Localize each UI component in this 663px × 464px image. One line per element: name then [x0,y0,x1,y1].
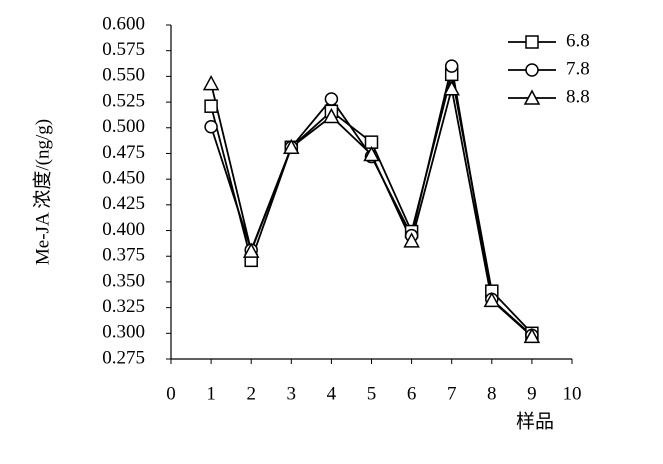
y-tick-label: 0.425 [102,193,145,214]
data-point [242,242,260,258]
data-point [363,145,380,162]
y-tick-label: 0.600 [102,13,145,34]
y-tick-label: 0.475 [102,142,145,163]
y-tick-label: 0.350 [102,270,145,291]
y-tick-label: 0.275 [102,347,145,368]
y-axis-label: Me-JA 浓度/(ng/g) [31,119,53,265]
legend-marker [525,35,539,49]
data-point [283,138,300,155]
x-tick-label: 8 [487,383,497,404]
y-tick-label: 0.400 [102,219,145,240]
x-tick-label: 3 [287,383,297,404]
y-tick-label: 0.550 [102,65,145,86]
legend-label: 8.8 [566,86,590,107]
y-tick-label: 0.575 [102,39,145,60]
data-point [443,80,460,96]
legend-marker [525,63,539,77]
data-point [523,327,541,344]
x-tick-label: 4 [327,383,337,404]
y-tick-label: 0.325 [102,296,145,317]
series-line [210,83,533,338]
x-tick-label: 1 [206,383,216,404]
legend-label: 6.8 [566,30,590,51]
y-tick-label: 0.450 [102,168,145,189]
x-tick-label: 5 [367,383,377,404]
series-line [210,65,533,337]
x-tick-label: 2 [246,383,256,404]
x-tick-label: 10 [563,383,582,404]
data-point [444,59,459,73]
x-tick-label: 9 [527,383,537,404]
x-axis-label: 样品 [516,410,554,432]
data-point [403,232,420,248]
y-tick-label: 0.300 [102,322,145,343]
x-tick-label: 0 [166,383,176,404]
data-point [323,107,340,124]
data-point [483,291,501,308]
data-point [202,74,220,91]
x-tick-label: 6 [407,383,417,404]
legend-label: 7.8 [566,58,590,79]
data-point [204,119,218,134]
y-tick-label: 0.525 [102,90,145,111]
y-tick-label: 0.500 [102,116,145,137]
data-point [324,92,339,106]
x-tick-label: 7 [447,383,457,404]
y-tick-label: 0.375 [102,245,145,266]
legend-marker [523,89,541,105]
data-point [204,99,218,113]
series-line [210,74,533,334]
